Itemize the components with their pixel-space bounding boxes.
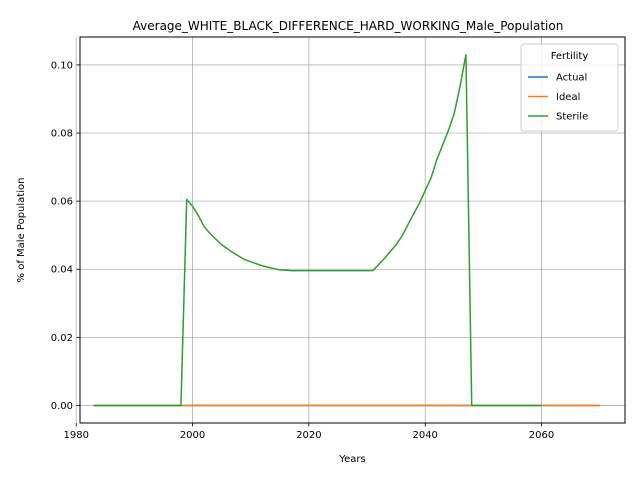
x-tick-label: 1980 [63,430,88,441]
x-tick-label: 2040 [412,430,437,441]
legend-label-actual: Actual [556,73,587,84]
x-tick-label: 2020 [296,430,321,441]
y-tick-label: 0.02 [51,333,73,344]
y-tick-label: 0.06 [51,197,73,208]
y-axis-label: % of Male Population [16,178,27,283]
y-tick-label: 0.04 [51,265,73,276]
legend: Fertility Actual Ideal Sterile [521,44,618,131]
y-tick-label: 0.08 [51,129,73,140]
legend-label-ideal: Ideal [556,92,580,103]
y-tick-label: 0.10 [51,60,73,71]
y-tick-label: 0.00 [51,401,73,412]
x-tick-label: 2000 [180,430,205,441]
x-tick-label: 2060 [529,430,554,441]
legend-label-sterile: Sterile [556,112,588,123]
legend-title: Fertility [551,51,589,62]
x-axis-label: Years [338,454,365,465]
chart-title: Average_WHITE_BLACK_DIFFERENCE_HARD_WORK… [133,19,564,33]
